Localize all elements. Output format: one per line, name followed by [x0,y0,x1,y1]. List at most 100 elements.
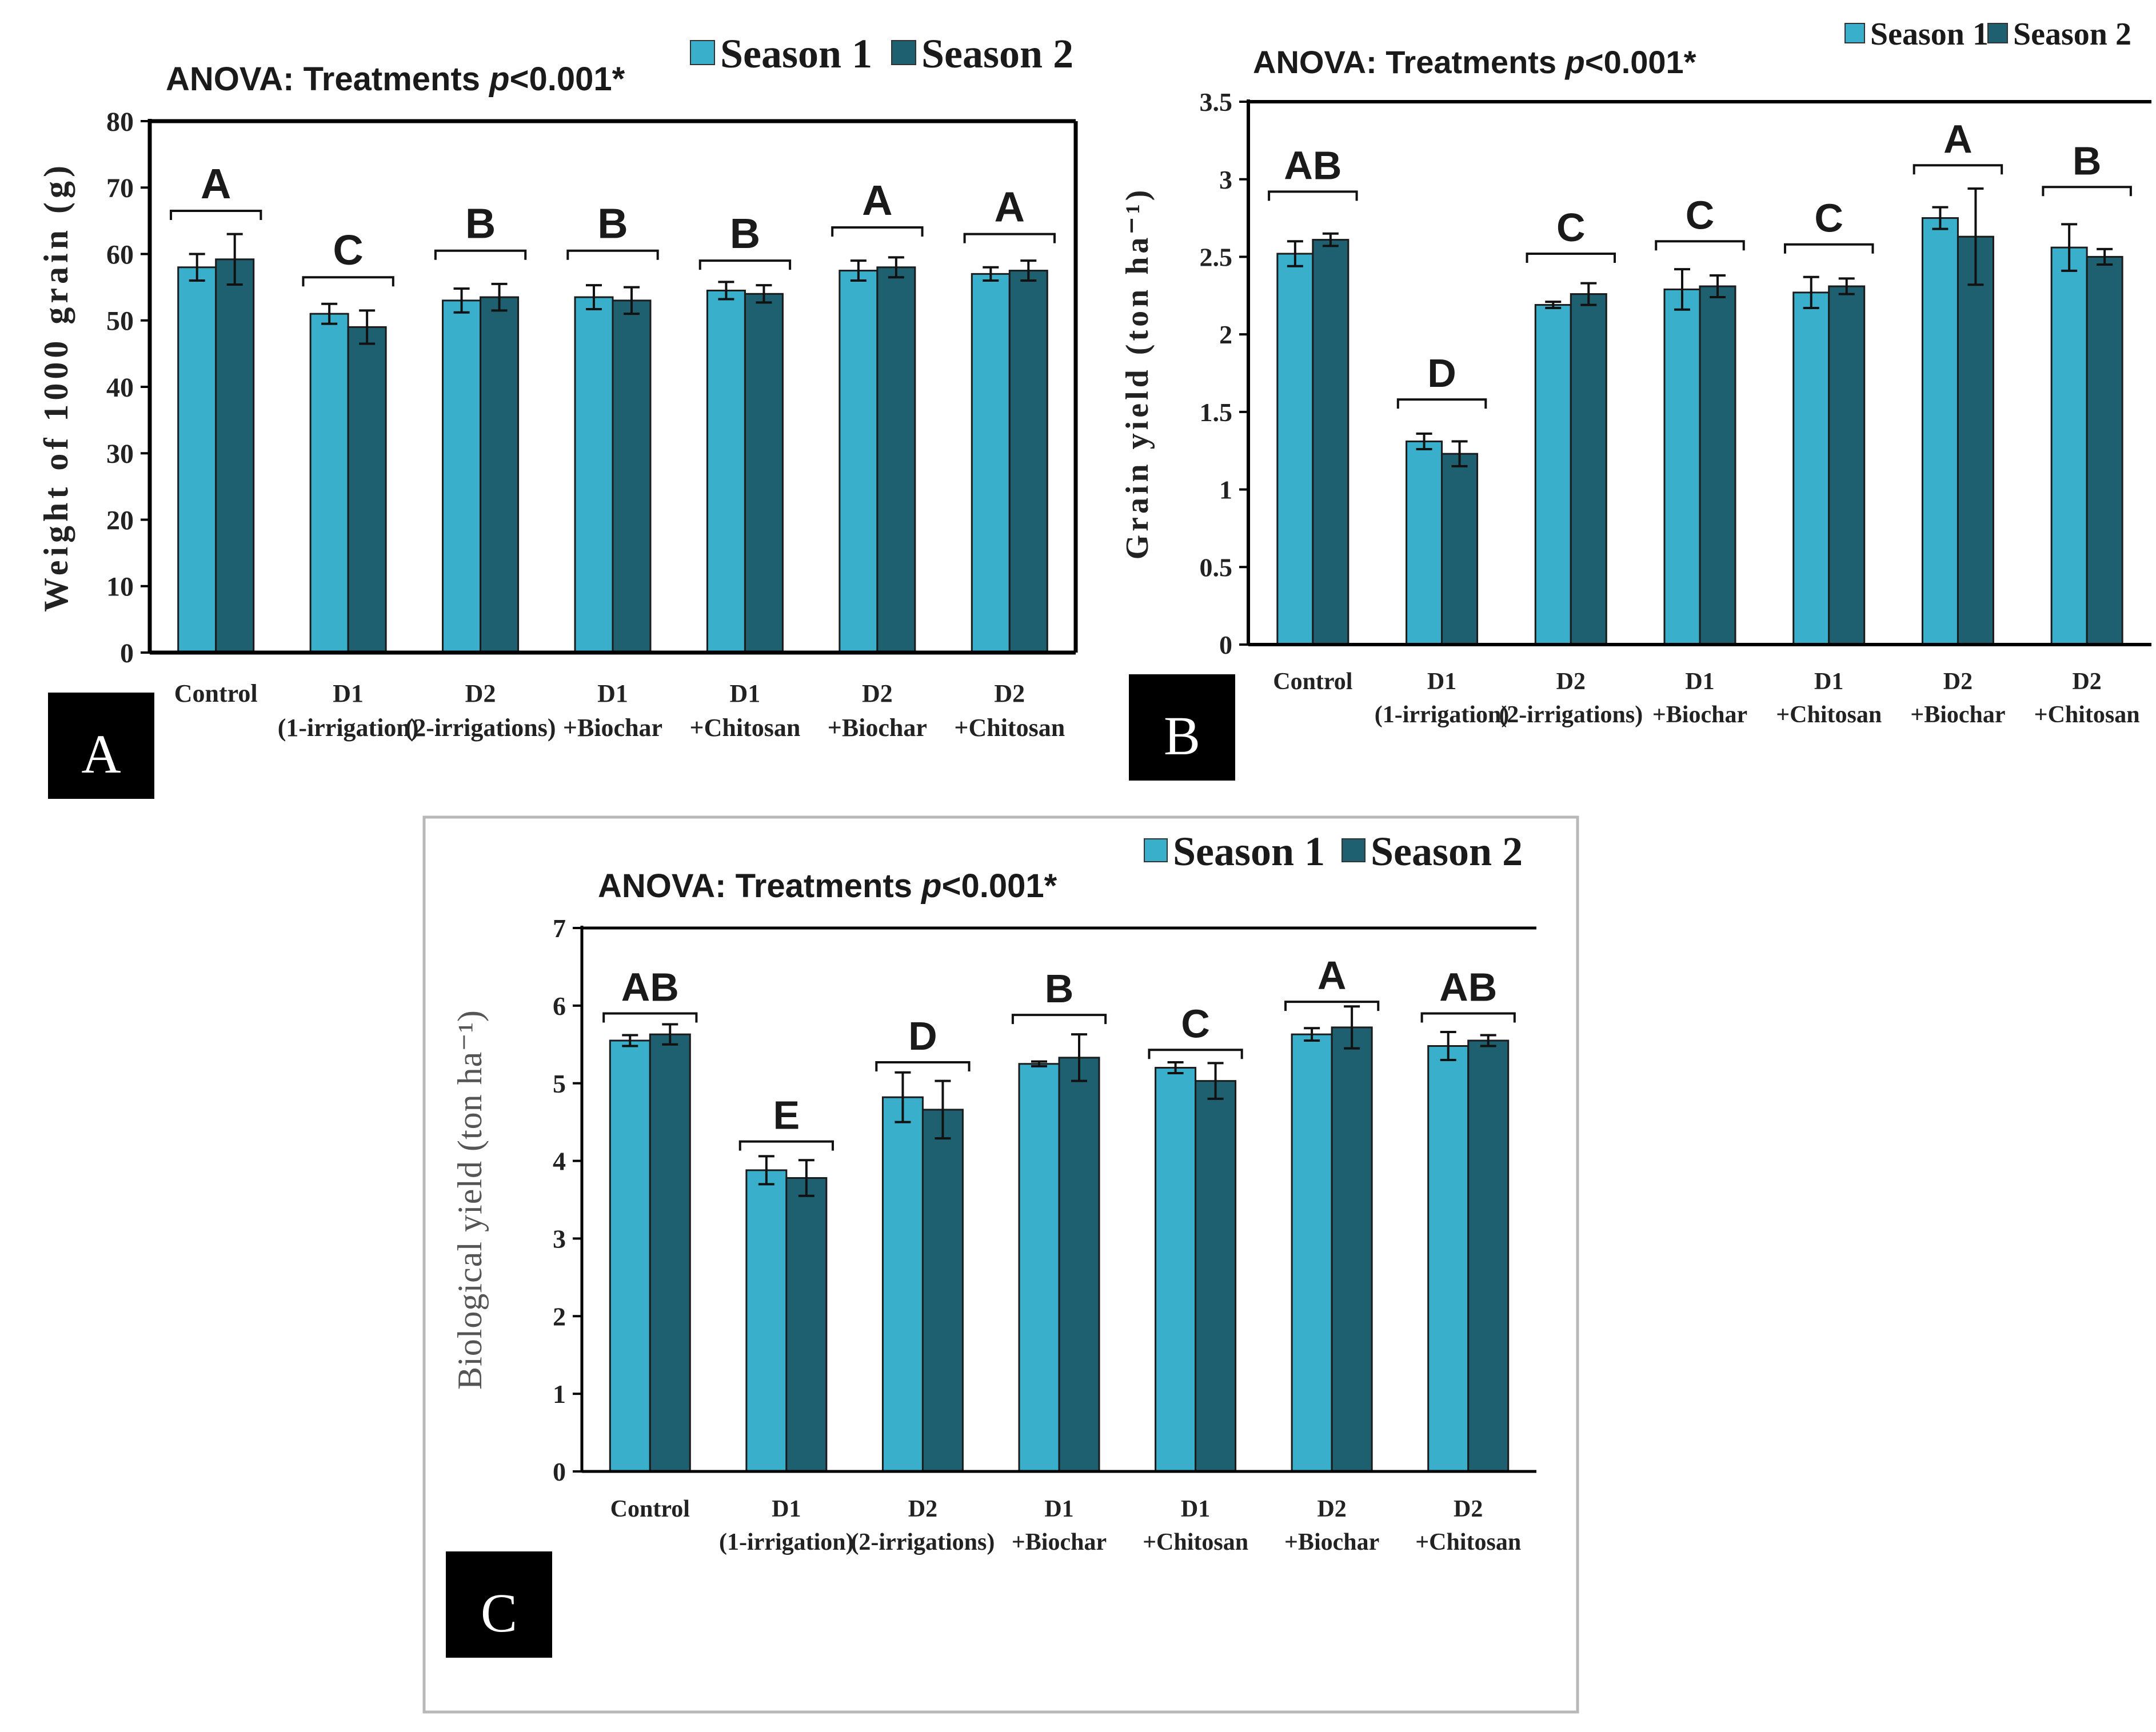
group-letter: A [1943,117,1973,161]
x-category-label: Control [174,679,258,707]
bar-season-1-6 [1291,1033,1333,1473]
bar-season-1-7 [971,273,1011,654]
significance-bracket [1420,1012,1516,1023]
bar-season-1-1 [1276,253,1314,646]
bar-season-1-5 [706,289,746,654]
group-letter: E [773,1093,800,1138]
bar-season-2-2 [785,1177,828,1473]
x-category-label: +Chitosan [2034,702,2140,728]
x-category-label: +Chitosan [954,714,1065,742]
x-category-label: D1 [1427,669,1456,695]
chart-title-part: <0.001* [1585,44,1696,80]
x-category-label: D1 [597,679,628,707]
panel-tag-a: A [48,693,154,799]
panel-a: ANOVA: Treatments p<0.001* Season 1 Season… [37,31,1078,742]
bar-season-1-2 [309,313,349,654]
chart-title-part: ANOVA: Treatments [1253,44,1566,80]
significance-bracket [1268,190,1358,201]
bar-season-1-3 [442,299,482,654]
x-category-label: +Biochar [1284,1529,1379,1555]
bar-season-2-1 [215,258,255,654]
group-letter: AB [1439,965,1497,1009]
legend-label-season-1: Season 1 [720,31,872,77]
chart-title: ANOVA: Treatments p<0.001* [1253,44,1696,80]
legend-label-season-1: Season 1 [1173,829,1325,874]
y-tick-label: 3.5 [1200,87,1233,117]
bar-season-2-7 [1008,270,1048,654]
group-letter: D [908,1014,937,1058]
y-tick-label: 1 [1219,475,1232,505]
y-tick-label: 60 [106,239,134,270]
legend-label-season-2: Season 2 [1371,829,1523,874]
significance-bracket [1148,1049,1243,1059]
bar-season-2-5 [744,293,784,654]
x-category-label: D2 [862,679,893,707]
legend-label-season-2: Season 2 [921,31,1073,77]
x-category-label: D2 [1943,669,1973,695]
group-letter: B [597,200,628,247]
significance-bracket [963,233,1056,243]
y-tick-label: 40 [106,373,134,403]
significance-bracket [1913,164,2003,175]
bar-season-1-6 [1921,217,1959,646]
x-category-label: D1 [1814,669,1843,695]
chart-title: ANOVA: Treatments p<0.001* [166,61,625,98]
chart-title-part: ANOVA: Treatments [598,867,921,905]
chart-title-part: p [488,61,509,98]
panel-b: ANOVA: Treatments p<0.001* Season 1 Season… [1120,17,2151,728]
bar-season-2-5 [1828,285,1866,646]
x-category-label: Control [610,1496,690,1522]
x-category-label: +Biochar [1012,1529,1107,1555]
significance-bracket [875,1061,971,1072]
y-tick-label: 70 [106,173,134,203]
group-letter: B [2073,138,2102,183]
legend-swatch-season-1 [1844,23,1865,43]
group-letter: B [465,200,496,247]
y-tick-label: 2.5 [1200,243,1233,272]
y-tick-label: 0 [120,638,134,669]
bar-season-1-5 [1155,1067,1197,1473]
x-category-label: +Biochar [1652,702,1747,728]
x-category-label: Control [1273,669,1352,695]
legend-label-season-1: Season 1 [1870,17,1989,52]
x-category-label: D2 [1454,1496,1483,1522]
x-category-label: D1 [1685,669,1714,695]
y-axis-label: Biological yield (ton ha⁻¹) [451,1010,489,1390]
y-tick-label: 4 [553,1147,566,1176]
chart-title-part: p [1564,44,1585,80]
bar-season-2-3 [921,1109,964,1473]
x-category-label: +Biochar [828,714,927,742]
bar-season-1-4 [1018,1063,1060,1473]
bar-season-1-2 [1406,440,1443,646]
x-category-label: D2 [1317,1496,1346,1522]
chart-title-part: ANOVA: Treatments [166,61,489,98]
significance-bracket [1655,240,1745,251]
group-letter: C [1181,1001,1210,1046]
x-category-label: +Chitosan [1415,1529,1521,1555]
x-category-label: D2 [908,1496,937,1522]
chart-title-part: <0.001* [510,61,625,98]
x-category-label: (2-irrigations) [851,1529,995,1555]
significance-bracket [1526,253,1616,263]
bar-season-1-1 [609,1039,651,1473]
group-letter: C [1556,205,1586,250]
legend-swatch-season-2 [891,40,916,65]
significance-bracket [1284,1001,1380,1011]
chart-title-part: <0.001* [942,867,1057,905]
significance-bracket [698,259,792,270]
bar-season-1-4 [574,296,614,654]
bar-season-2-7 [2086,255,2123,646]
x-category-label: +Chitosan [1776,702,1882,728]
legend-swatch-season-1 [690,40,715,65]
significance-bracket [1783,243,1874,254]
chart-title-part: p [920,867,941,905]
group-letter: C [1814,196,1843,241]
y-tick-label: 3 [1219,165,1232,194]
significance-bracket [831,226,924,237]
significance-bracket [602,1012,698,1023]
bar-season-1-2 [745,1169,788,1473]
x-category-label: +Biochar [563,714,662,742]
significance-bracket [1011,1014,1107,1025]
group-letter: D [1427,351,1456,395]
